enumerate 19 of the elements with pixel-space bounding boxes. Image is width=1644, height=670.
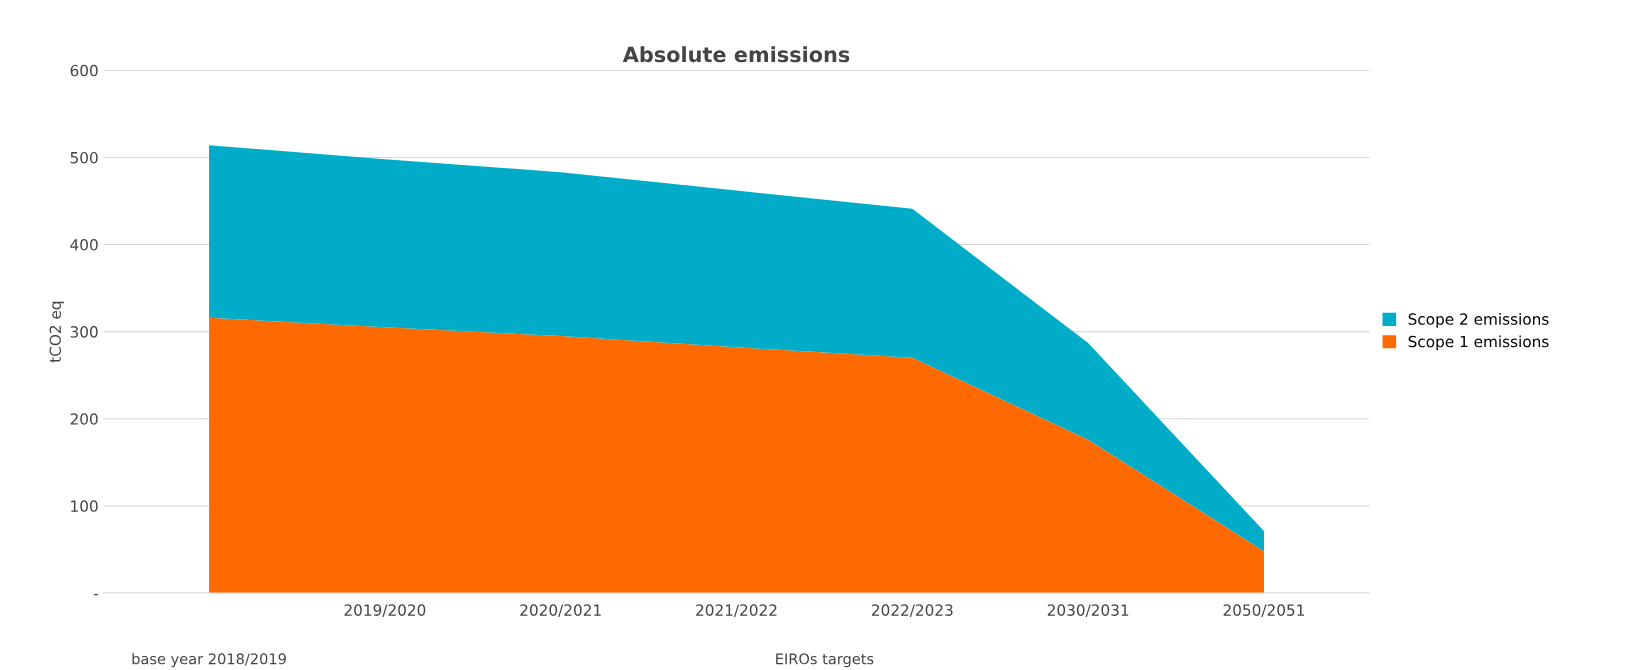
y-tick-label: 300 <box>70 326 98 338</box>
y-tick-label: 200 <box>70 413 98 425</box>
chart-title: Absolute emissions <box>622 46 850 63</box>
x-tick-label: 2022/2023 <box>871 604 953 618</box>
legend-label: Scope 1 emissions <box>1408 335 1549 351</box>
y-tick-label: 100 <box>71 500 98 512</box>
y-tick-label: 600 <box>70 64 98 77</box>
text: base year 2018/2019 <box>132 653 286 668</box>
y-tick-label: 500 <box>70 151 98 164</box>
y-axis-title: tCO2 eq <box>49 301 64 363</box>
x-tick-label: 2050/2051 <box>1223 604 1305 618</box>
x-tick-label: 2021/2022 <box>696 604 777 618</box>
x-tick-label: 2019/2020 <box>344 604 426 618</box>
x-tick-label: 2020/2021 <box>520 604 601 618</box>
x-tick-label: 2030/2031 <box>1047 604 1129 618</box>
legend-label: Scope 2 emissions <box>1408 313 1549 328</box>
text: EIROs targets <box>776 653 874 668</box>
y-tick-label: 400 <box>70 239 98 251</box>
y-tick-label: - <box>93 593 98 596</box>
